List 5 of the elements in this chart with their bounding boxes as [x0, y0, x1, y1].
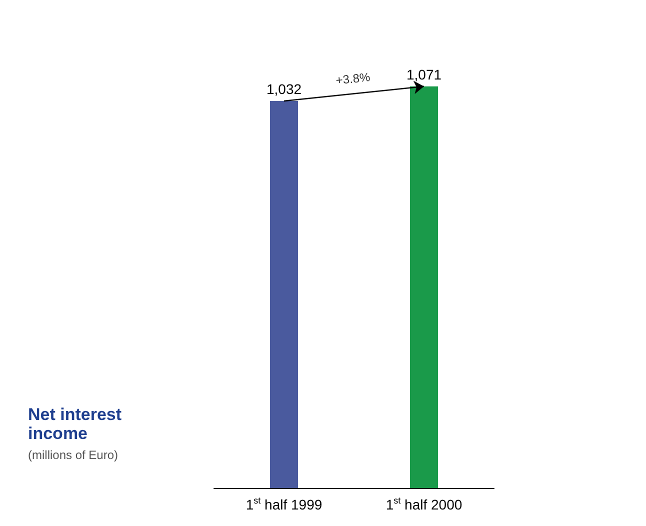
data-label: 1,032 — [266, 81, 302, 97]
data-label: 1,071 — [406, 66, 442, 82]
text: Net interest income — [28, 405, 126, 443]
text: (millions of Euro) — [28, 448, 118, 462]
annotation: +3.8% — [335, 70, 372, 88]
